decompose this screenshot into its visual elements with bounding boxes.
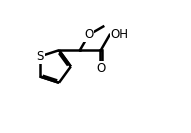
- Text: OH: OH: [111, 28, 129, 41]
- Text: O: O: [96, 61, 105, 74]
- Text: O: O: [84, 28, 93, 41]
- Text: S: S: [36, 50, 44, 63]
